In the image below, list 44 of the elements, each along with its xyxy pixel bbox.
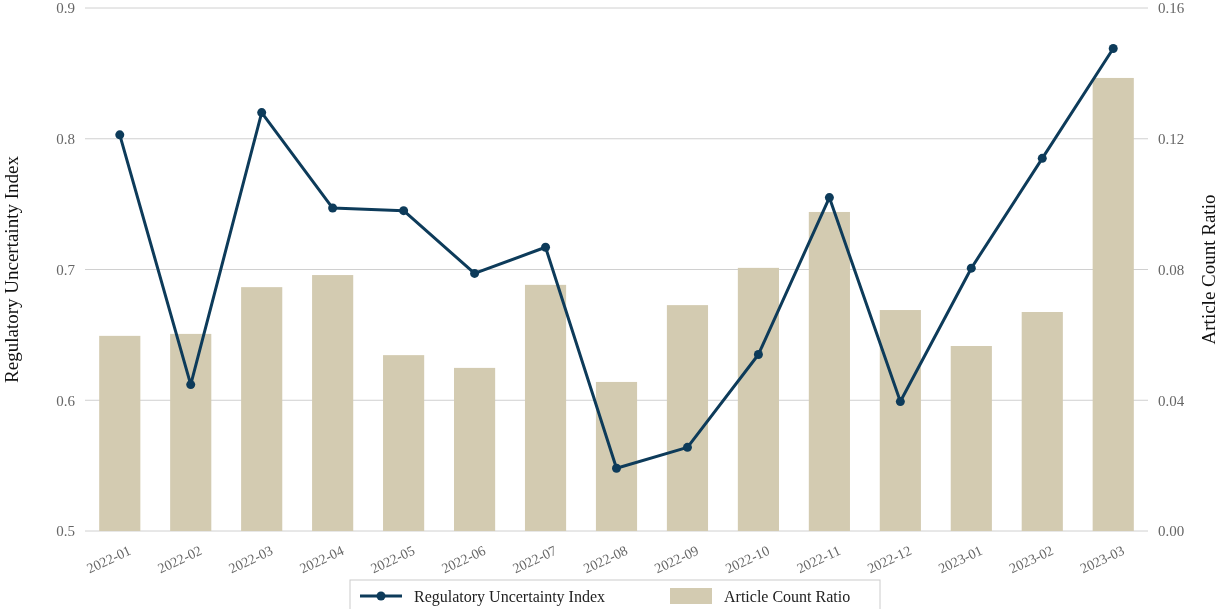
point [966, 263, 976, 273]
bar [666, 305, 709, 531]
bar [879, 310, 921, 531]
bar [595, 381, 638, 531]
y-tick-label: 0.5 [56, 523, 75, 540]
bar [241, 287, 283, 531]
legend-label: Regulatory Uncertainty Index [414, 587, 606, 606]
point [115, 130, 125, 140]
bar [1021, 311, 1063, 531]
y-tick-label: 0.8 [56, 131, 75, 147]
y2-axis-title: Article Count Ratio [1198, 194, 1219, 345]
legend-label: Article Count Ratio [724, 587, 851, 605]
point [824, 193, 834, 203]
y-axis-title: Regulatory Uncertainty Index [1, 155, 22, 383]
point [257, 108, 267, 118]
bar [1092, 77, 1134, 531]
y2-tick-label: 0.12 [1158, 131, 1185, 147]
y2-tick-label: 0.00 [1158, 523, 1185, 540]
bar [737, 267, 779, 531]
point [895, 397, 905, 407]
y-tick-label: 0.7 [56, 261, 76, 278]
y2-tick-label: 0.16 [1158, 0, 1185, 17]
bar [383, 355, 425, 531]
point [470, 268, 480, 278]
bar [454, 367, 496, 531]
bar [808, 211, 850, 531]
point [399, 206, 409, 216]
bar [312, 275, 354, 531]
y-tick-label: 0.6 [56, 392, 76, 409]
y-tick-label: 0.9 [56, 0, 75, 17]
point [328, 203, 338, 213]
y2-tick-label: 0.04 [1158, 392, 1185, 409]
point [682, 442, 692, 452]
point [541, 242, 551, 252]
point [1108, 44, 1118, 54]
point [612, 463, 621, 473]
bar [950, 345, 992, 531]
point [753, 349, 763, 359]
y2-tick-label: 0.08 [1158, 261, 1185, 278]
point [1037, 153, 1047, 163]
point [186, 380, 196, 390]
bar [524, 284, 567, 531]
bar [170, 333, 212, 531]
bar [99, 335, 141, 531]
